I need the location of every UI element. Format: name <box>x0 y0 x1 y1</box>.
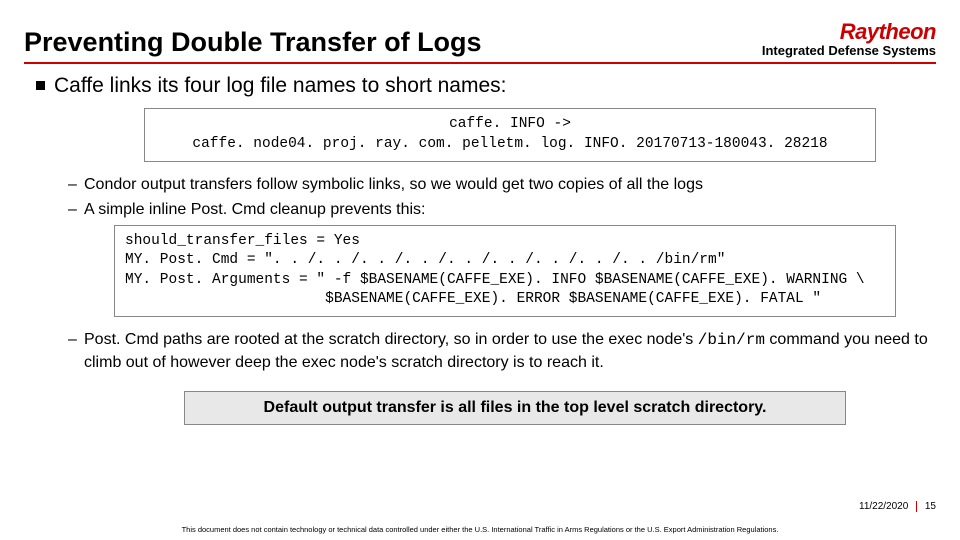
footer-meta: 11/22/2020 15 <box>859 501 936 512</box>
footer-date: 11/22/2020 <box>859 501 908 512</box>
footer-page-number: 15 <box>925 501 936 512</box>
brand-block: Raytheon Integrated Defense Systems <box>762 20 936 58</box>
footer-divider <box>916 501 917 512</box>
bullet-level1: Caffe links its four log file names to s… <box>36 74 936 98</box>
slide-content: Caffe links its four log file names to s… <box>0 74 960 425</box>
page-title: Preventing Double Transfer of Logs <box>24 27 482 58</box>
brand-subtitle: Integrated Defense Systems <box>762 44 936 58</box>
bullet-level2: A simple inline Post. Cmd cleanup preven… <box>68 199 936 221</box>
bullet-level2: Post. Cmd paths are rooted at the scratc… <box>68 329 936 373</box>
text-fragment: Post. Cmd paths are rooted at the scratc… <box>84 331 698 348</box>
brand-name: Raytheon <box>762 20 936 44</box>
callout-box: Default output transfer is all files in … <box>184 391 846 425</box>
bullet-level2: Condor output transfers follow symbolic … <box>68 174 936 196</box>
header-rule <box>24 62 936 64</box>
code-block-symlink: caffe. INFO -> caffe. node04. proj. ray.… <box>144 108 876 161</box>
code-block-postcmd: should_transfer_files = Yes MY. Post. Cm… <box>114 225 896 317</box>
inline-code: /bin/rm <box>698 331 765 349</box>
export-disclaimer: This document does not contain technolog… <box>0 525 960 534</box>
